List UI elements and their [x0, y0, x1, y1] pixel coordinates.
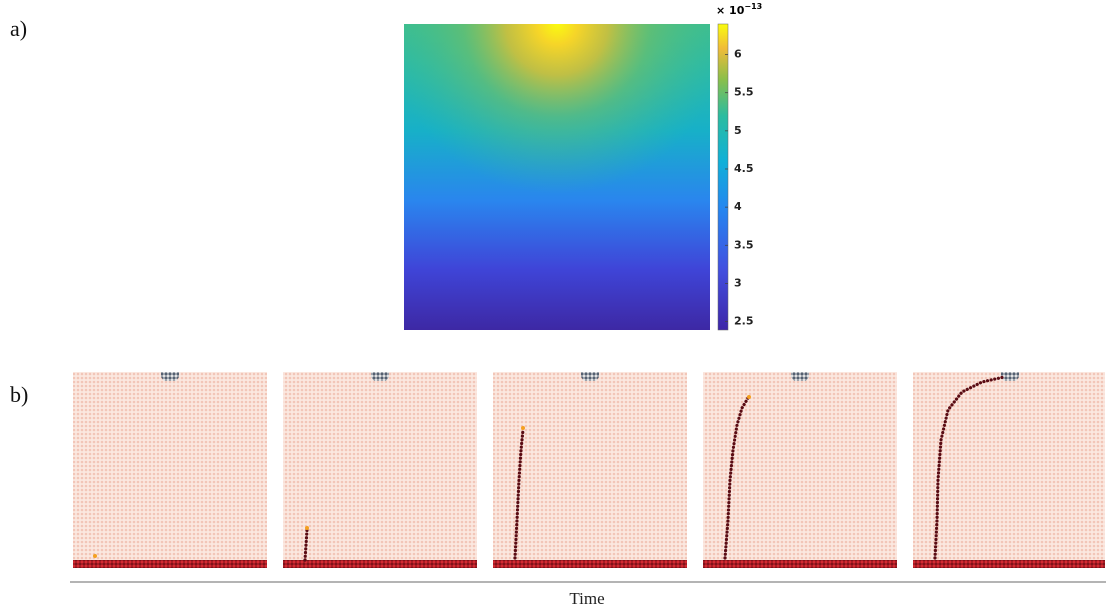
panel-label: a)	[10, 16, 27, 41]
tick-label: 4.5	[734, 162, 754, 175]
scale-exponent: −13	[744, 2, 762, 11]
panel-label: b)	[10, 382, 28, 407]
substrate	[283, 560, 477, 568]
cluster	[581, 372, 599, 381]
colorbar-scale: × 10−13	[716, 2, 762, 17]
tick-label: 4	[734, 200, 742, 213]
scale-base: × 10	[716, 4, 745, 17]
snapshots	[73, 372, 1105, 568]
cluster	[791, 372, 809, 381]
axis-label: Time	[569, 589, 604, 608]
cluster	[1001, 372, 1019, 381]
lattice	[73, 372, 267, 568]
lattice	[283, 372, 477, 568]
cluster	[371, 372, 389, 381]
trajectories	[303, 375, 1006, 562]
substrate	[493, 560, 687, 568]
tick-label: 6	[734, 48, 742, 61]
tips	[93, 395, 751, 558]
lattice	[703, 372, 897, 568]
heatmap	[404, 24, 710, 330]
colorbar	[717, 23, 729, 331]
colorbar-ticks: 2.5 3 3.5 4 4.5 5 5.5 6	[725, 48, 754, 328]
tick-label: 5.5	[734, 86, 754, 99]
cluster	[161, 372, 179, 381]
tick-label: 3	[734, 276, 742, 289]
tick-label: 3.5	[734, 238, 754, 251]
lattice	[493, 372, 687, 568]
substrate	[73, 560, 267, 568]
lattice	[913, 372, 1105, 568]
tick-label: 5	[734, 124, 742, 137]
substrate	[703, 560, 897, 568]
substrate	[913, 560, 1105, 568]
tick-label: 2.5	[734, 315, 754, 328]
